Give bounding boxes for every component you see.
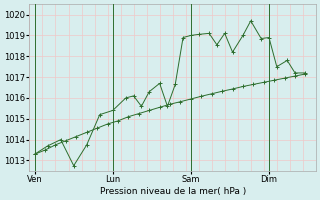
X-axis label: Pression niveau de la mer( hPa ): Pression niveau de la mer( hPa ) — [100, 187, 246, 196]
